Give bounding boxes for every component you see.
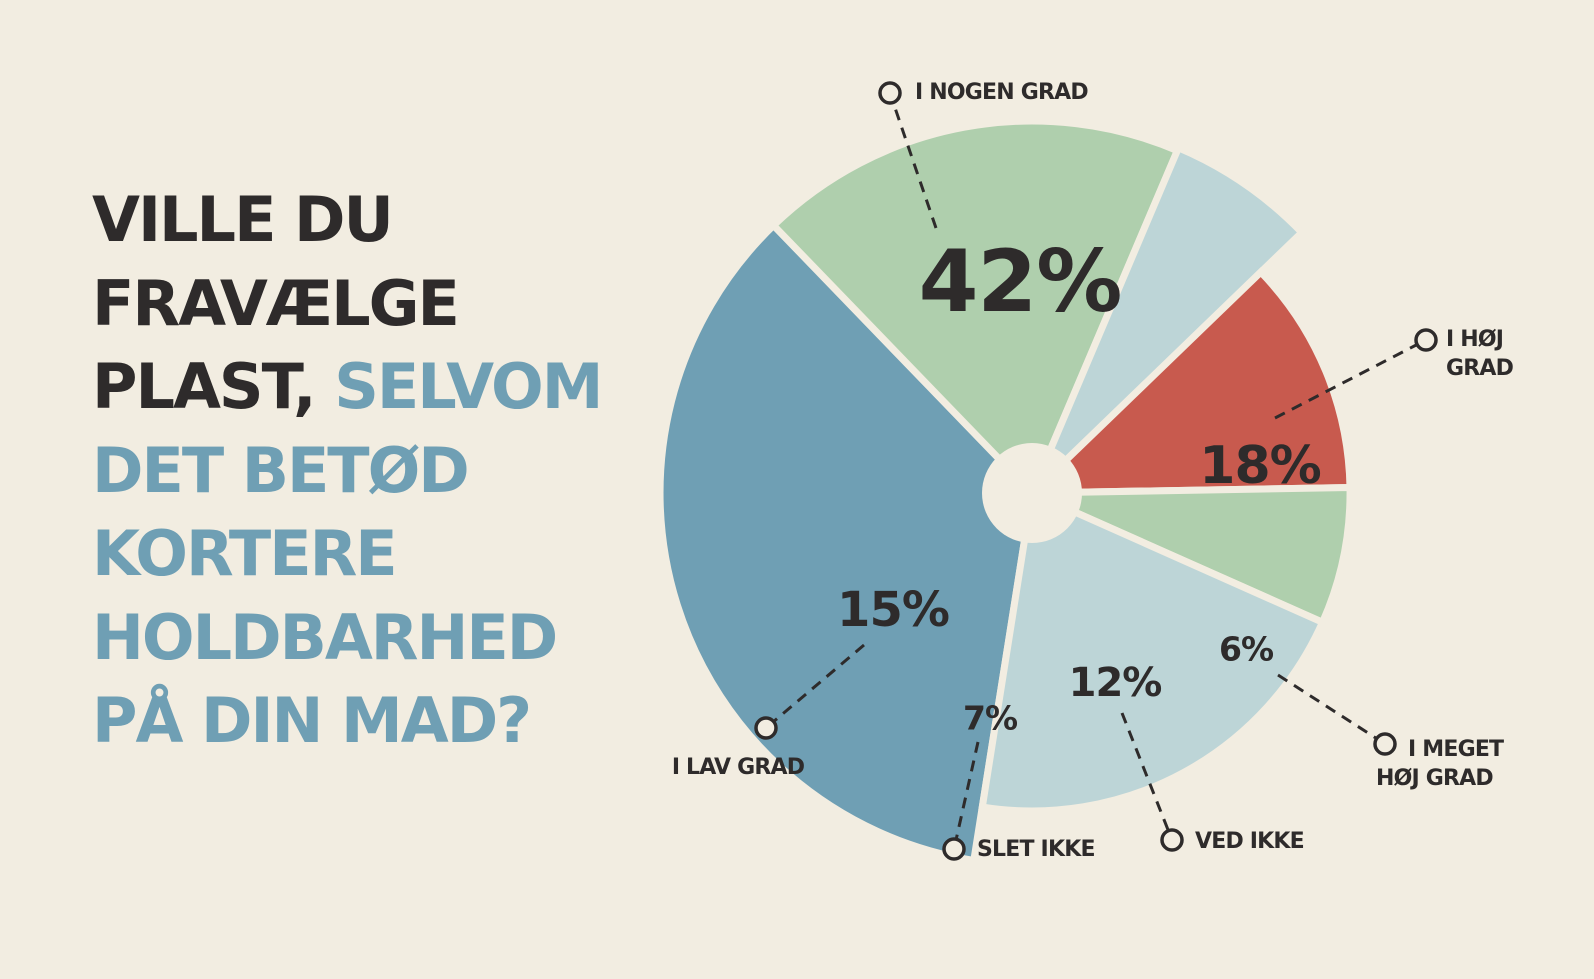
leader-line-slet-ikke bbox=[954, 741, 980, 839]
category-label-slet-ikke: SLET IKKE bbox=[977, 837, 1095, 862]
question-part-dark: VILLE DU FRAVÆLGE PLAST, bbox=[92, 183, 460, 423]
slice-i-hoj-grad bbox=[768, 117, 1182, 500]
category-label-i-hoj-grad-line-1: I HØJ bbox=[1446, 327, 1503, 352]
leader-marker-i-hoj-grad bbox=[1414, 328, 1438, 352]
category-label-ved-ikke: VED IKKE bbox=[1195, 829, 1304, 854]
slice-i-lav-grad bbox=[978, 487, 1328, 815]
leader-marker-i-nogen-grad bbox=[878, 81, 902, 105]
leader-marker-i-lav-grad bbox=[754, 716, 778, 740]
value-label-slet-ikke: 7% bbox=[963, 699, 1018, 738]
category-label-i-nogen-grad: I NOGEN GRAD bbox=[915, 80, 1088, 105]
slice-slet-ikke bbox=[1030, 483, 1354, 627]
leader-line-i-meget-hoj-grad bbox=[1277, 673, 1377, 740]
slice-i-meget-hoj-grad bbox=[1028, 143, 1307, 496]
leader-line-ved-ikke bbox=[1120, 712, 1170, 831]
value-label-ved-ikke: 12% bbox=[1069, 660, 1162, 706]
category-label-i-meget-hoj-grad-line-2: HØJ GRAD bbox=[1376, 766, 1493, 791]
leader-marker-ved-ikke bbox=[1160, 828, 1184, 852]
question-title: VILLE DU FRAVÆLGE PLAST, SELVOM DET BETØ… bbox=[92, 178, 652, 763]
category-label-i-meget-hoj-grad-line-1: I MEGET bbox=[1408, 737, 1504, 762]
value-label-i-hoj-grad: 18% bbox=[1199, 436, 1320, 496]
value-label-i-meget-hoj-grad: 6% bbox=[1219, 630, 1274, 669]
center-hole bbox=[982, 443, 1082, 543]
slice-i-nogen-grad bbox=[656, 220, 1036, 865]
question-part-accent: SELVOM DET BETØD KORTERE HOLDBARHED PÅ D… bbox=[92, 350, 603, 757]
leader-marker-slet-ikke bbox=[942, 837, 966, 861]
value-label-i-lav-grad: 15% bbox=[837, 582, 949, 638]
leader-marker-i-meget-hoj-grad bbox=[1373, 732, 1397, 756]
category-label-i-lav-grad: I LAV GRAD bbox=[672, 755, 805, 780]
category-label-i-hoj-grad-line-2: GRAD bbox=[1446, 356, 1514, 381]
value-label-i-nogen-grad: 42% bbox=[919, 232, 1122, 332]
leader-line-i-hoj-grad bbox=[1274, 343, 1417, 420]
slice-ved-ikke bbox=[1023, 267, 1354, 497]
leader-line-i-nogen-grad bbox=[892, 102, 938, 229]
leader-line-i-lav-grad bbox=[773, 643, 865, 723]
